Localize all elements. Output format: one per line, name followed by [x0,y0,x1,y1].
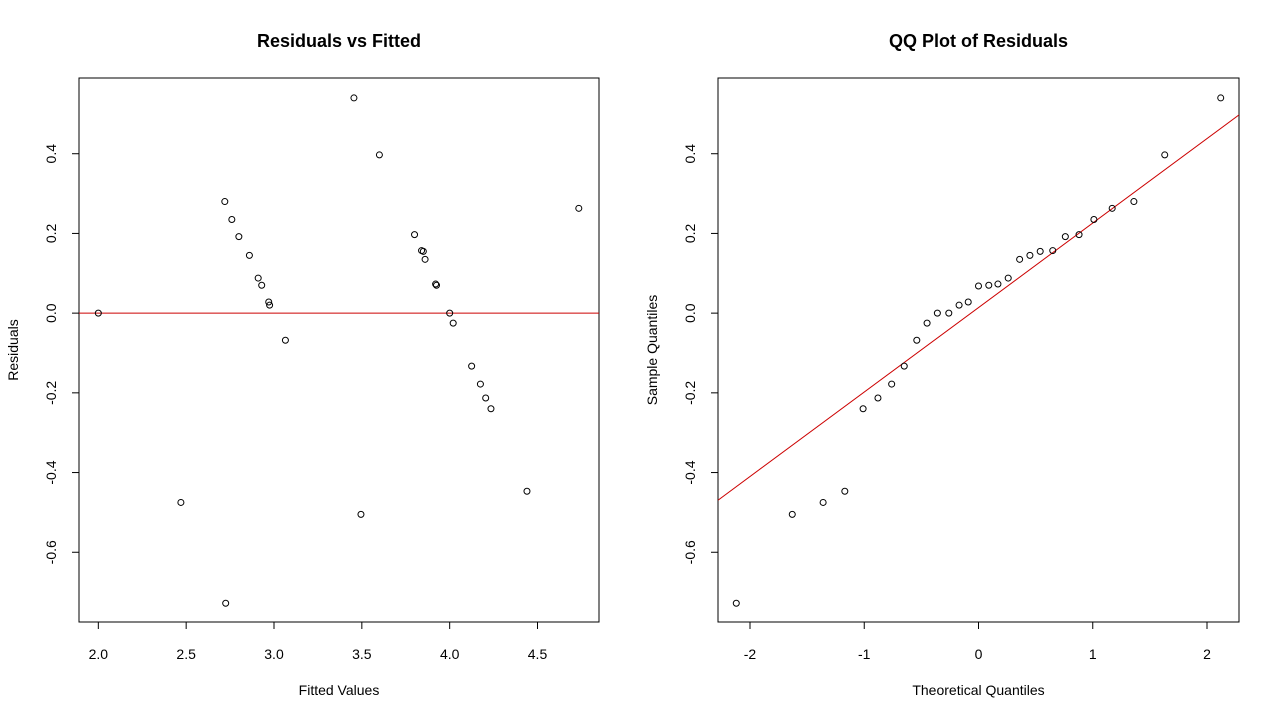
residuals-data-point [476,380,484,388]
residuals-data-point [411,231,419,239]
qq-x-tick-label: -2 [744,646,757,662]
qq-x-tick-label: -1 [858,646,871,662]
qq-x-tick-label: 2 [1203,646,1211,662]
qq-data-point [1004,274,1012,282]
residuals-x-tick-label: 3.0 [264,646,284,662]
residuals-data-point [375,151,383,159]
qq-data-point [933,309,941,317]
qq-data-point [1016,255,1024,263]
qq-data-point [955,301,963,309]
qq-data-point [1049,247,1057,255]
qq-data-point [945,309,953,317]
residuals-data-point [575,204,583,212]
qq-data-point [1108,204,1116,212]
qq-data-point [964,298,972,306]
residuals-data-point [446,309,454,317]
residuals-y-tick-label: -0.6 [43,540,59,564]
residuals-y-tick-label: -0.2 [43,381,59,405]
qq-data-point [819,498,827,506]
residuals-x-tick-label: 4.0 [440,646,460,662]
qq-x-tick-label: 1 [1089,646,1097,662]
residuals-y-tick-label: 0.4 [43,144,59,164]
residuals-data-point [419,247,427,255]
residuals-y-tick-label: 0.0 [43,303,59,323]
residuals-x-tick-label: 3.5 [352,646,372,662]
residuals-y-axis-label: Residuals [5,319,21,380]
residuals-data-point [266,301,274,309]
qq-data-point [1061,233,1069,241]
qq-data-point [1090,215,1098,223]
qq-data-point [923,319,931,327]
qq-data-point [994,280,1002,288]
residuals-data-point [258,281,266,289]
residuals-data-point [222,599,230,607]
qq-data-point [788,510,796,518]
residuals-x-tick-label: 2.0 [89,646,109,662]
residuals-data-point [281,336,289,344]
qq-data-point [1075,231,1083,239]
residuals-data-point [482,394,490,402]
qq-data-point [1026,251,1034,259]
residuals-data-point [245,251,253,259]
qq-data-point [859,405,867,413]
qq-data-point [1161,151,1169,159]
residuals-data-point [235,233,243,241]
residuals-data-point [221,198,229,206]
qq-data-point [1130,198,1138,206]
residuals-data-point [350,94,358,102]
residuals-data-point [433,281,440,289]
qq-data-point [900,362,908,370]
qq-y-axis-label: Sample Quantiles [644,295,660,406]
qq-y-tick-label: 0.4 [682,144,698,164]
qq-data-point [975,282,982,290]
qq-x-axis-label: Theoretical Quantiles [912,682,1044,698]
residuals-x-axis-label: Fitted Values [299,682,380,698]
qq-plot-panel: QQ Plot of Residuals -2 -1 0 1 2 -0.6 -0.4 -0.2 0… [644,31,1240,698]
qq-data-point [888,380,896,388]
residuals-data-point [94,309,102,317]
residuals-data-point [177,498,185,506]
residuals-data-point [432,280,440,288]
qq-chart-title: QQ Plot of Residuals [889,31,1068,51]
residuals-data-point [357,510,365,518]
residuals-data-point [265,298,273,306]
residuals-data-point [468,362,476,370]
qq-data-point [985,281,993,289]
residuals-y-tick-label: -0.4 [43,460,59,484]
qq-qq-reference-line [718,114,1239,501]
qq-plot-frame [717,77,1240,623]
qq-data-point [1217,94,1225,102]
residuals-chart-title: Residuals vs Fitted [257,31,421,51]
qq-y-tick-label: 0.2 [682,223,698,243]
residuals-y-tick-label: 0.2 [43,223,59,243]
residuals-data-point [523,487,531,495]
residuals-data-point [449,319,457,327]
residuals-x-tick-label: 4.5 [528,646,548,662]
residuals-data-point [421,255,429,263]
residuals-data-point [228,215,236,223]
qq-data-point [841,487,849,495]
residuals-data-point [254,274,262,282]
qq-y-tick-label: -0.2 [682,381,698,405]
qq-data-point [1036,247,1044,255]
qq-y-tick-label: -0.4 [682,460,698,484]
qq-data-point [732,599,740,607]
residuals-data-point [487,405,495,413]
qq-data-point [913,336,921,344]
residuals-vs-fitted-panel: Residuals vs Fitted 2.0 2.5 3.0 3.5 4.0 4.5 -0.… [5,31,600,698]
qq-x-tick-label: 0 [975,646,983,662]
residuals-x-tick-label: 2.5 [176,646,196,662]
residuals-plot-frame [78,77,600,623]
qq-y-tick-label: 0.0 [682,303,698,323]
qq-data-point [874,394,882,402]
qq-y-tick-label: -0.6 [682,540,698,564]
